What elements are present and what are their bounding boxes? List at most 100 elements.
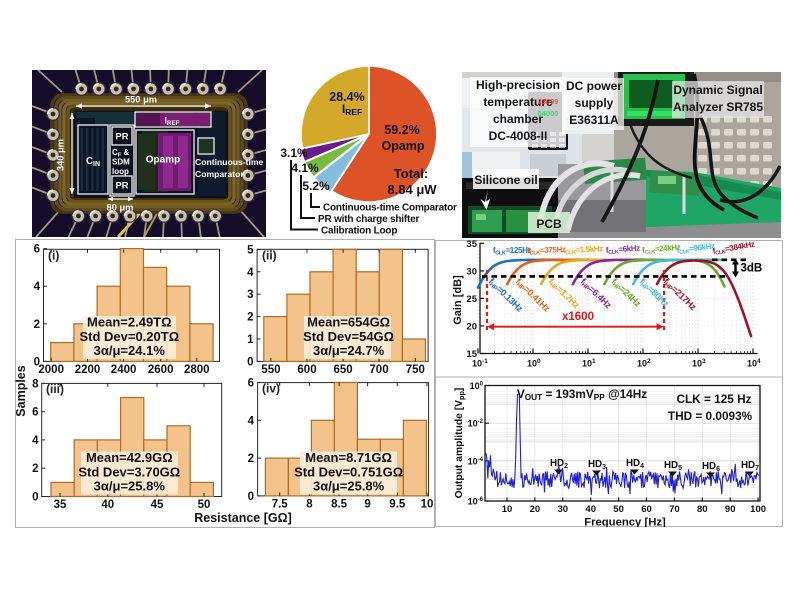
svg-text:3α/μ=25.8%: 3α/μ=25.8% [94, 479, 166, 494]
svg-text:Std Dev=54GΩ: Std Dev=54GΩ [303, 329, 394, 344]
svg-text:Output amplitude [Vpp]: Output amplitude [Vpp] [454, 388, 466, 499]
svg-text:DC power: DC power [566, 79, 622, 93]
svg-text:5.2%: 5.2% [302, 179, 330, 193]
svg-text:SDM: SDM [112, 158, 130, 167]
svg-text:E36311A: E36311A [569, 113, 619, 127]
svg-text:HD5: HD5 [664, 460, 682, 472]
svg-text:100: 100 [527, 358, 541, 369]
svg-text:3α/μ=25.8%: 3α/μ=25.8% [313, 479, 385, 494]
svg-text:35: 35 [466, 240, 477, 250]
svg-text:PR: PR [116, 181, 129, 191]
svg-text:100: 100 [750, 504, 766, 515]
svg-text:8: 8 [306, 498, 313, 510]
svg-text:Comparator: Comparator [195, 169, 244, 179]
svg-text:(i): (i) [48, 249, 59, 263]
svg-text:2800: 2800 [184, 364, 210, 376]
svg-text:7.5: 7.5 [272, 498, 289, 510]
svg-text:Gain [dB]: Gain [dB] [452, 275, 464, 325]
svg-text:PR with charge shifter: PR with charge shifter [318, 214, 419, 225]
svg-text:30: 30 [558, 504, 569, 515]
svg-text:Frequency [Hz]: Frequency [Hz] [584, 517, 666, 528]
svg-text:Continuous-time Comparator: Continuous-time Comparator [323, 203, 457, 214]
svg-text:Resistance [GΩ]: Resistance [GΩ] [194, 511, 292, 525]
svg-text:CIN: CIN [86, 156, 100, 168]
svg-text:80 μm: 80 μm [107, 203, 134, 213]
svg-text:Total:: Total: [394, 166, 428, 181]
svg-text:5: 5 [247, 244, 254, 256]
svg-text:6: 6 [248, 378, 254, 390]
svg-text:10-4: 10-4 [468, 456, 484, 466]
svg-text:Silicone oil: Silicone oil [474, 173, 537, 187]
svg-text:25: 25 [466, 294, 477, 305]
svg-text:10-1: 10-1 [472, 358, 488, 369]
svg-text:2: 2 [32, 463, 38, 475]
svg-text:Std Dev=3.70GΩ: Std Dev=3.70GΩ [78, 464, 180, 479]
svg-text:6: 6 [34, 244, 40, 256]
svg-text:Dynamic Signal: Dynamic Signal [673, 83, 762, 97]
svg-text:45: 45 [151, 499, 164, 511]
svg-text:0: 0 [247, 356, 253, 368]
svg-text:2000: 2000 [38, 364, 64, 376]
svg-text:20: 20 [466, 321, 477, 332]
svg-text:9.5: 9.5 [389, 498, 406, 510]
svg-text:PR: PR [116, 132, 129, 142]
svg-text:DC-4008-II: DC-4008-II [489, 129, 548, 143]
svg-text:PCB: PCB [536, 217, 562, 231]
svg-text:103: 103 [692, 358, 706, 369]
svg-text:10: 10 [502, 504, 513, 515]
svg-text:10-2: 10-2 [468, 419, 484, 429]
svg-text:650: 650 [334, 364, 353, 376]
svg-text:3: 3 [247, 289, 253, 301]
svg-text:Samples: Samples [15, 365, 28, 416]
svg-text:80: 80 [697, 504, 708, 515]
svg-text:(iii): (iii) [46, 382, 64, 396]
svg-text:2: 2 [34, 319, 40, 331]
svg-text:6: 6 [32, 407, 38, 419]
svg-text:2600: 2600 [148, 364, 174, 376]
svg-text:HD6: HD6 [702, 461, 720, 473]
svg-text:Mean=654GΩ: Mean=654GΩ [307, 315, 390, 330]
svg-text:x1600: x1600 [562, 311, 594, 323]
svg-text:8: 8 [32, 378, 39, 390]
svg-text:4: 4 [32, 435, 39, 447]
svg-text:HD2: HD2 [550, 458, 568, 470]
svg-text:04000: 04000 [538, 109, 559, 118]
svg-text:Mean=42.9GΩ: Mean=42.9GΩ [86, 450, 173, 465]
svg-text:340 μm: 340 μm [56, 139, 66, 171]
svg-text:Std Dev=0.751GΩ: Std Dev=0.751GΩ [294, 464, 403, 479]
svg-text:8.5: 8.5 [331, 498, 348, 510]
svg-text:50: 50 [198, 499, 211, 511]
svg-text:temperature: temperature [483, 95, 553, 109]
svg-text:3α/μ=24.1%: 3α/μ=24.1% [94, 343, 166, 358]
svg-text:THD = 0.0093%: THD = 0.0093% [668, 409, 753, 423]
svg-text:CF &: CF & [112, 148, 130, 158]
svg-text:59.2%: 59.2% [384, 123, 419, 137]
svg-text:Std Dev=0.20TΩ: Std Dev=0.20TΩ [79, 329, 179, 344]
svg-text:HD4: HD4 [626, 458, 644, 470]
svg-text:Continuous-time: Continuous-time [195, 157, 263, 167]
svg-text:23999: 23999 [538, 97, 559, 106]
svg-text:9: 9 [364, 498, 370, 510]
svg-text:28.4%: 28.4% [329, 90, 364, 104]
svg-text:101: 101 [582, 358, 596, 369]
svg-text:1: 1 [247, 334, 254, 346]
svg-text:4: 4 [248, 415, 255, 427]
svg-text:VOUT = 193mVPP @14Hz: VOUT = 193mVPP @14Hz [517, 387, 647, 402]
svg-text:3.1%: 3.1% [280, 146, 308, 160]
svg-text:fCLK=125Hz: fCLK=125Hz [493, 246, 532, 256]
svg-text:90: 90 [725, 504, 736, 515]
svg-text:40: 40 [585, 504, 596, 515]
svg-text:700: 700 [369, 364, 388, 376]
svg-text:High-precision: High-precision [476, 78, 560, 92]
svg-text:2: 2 [247, 312, 253, 324]
svg-text:30: 30 [466, 266, 477, 277]
svg-text:102: 102 [637, 358, 651, 369]
svg-text:2: 2 [248, 453, 254, 465]
svg-text:4: 4 [34, 281, 41, 293]
svg-text:750: 750 [406, 364, 425, 376]
svg-text:supply: supply [575, 96, 614, 110]
svg-text:Analyzer SR785: Analyzer SR785 [673, 100, 763, 114]
svg-text:chamber: chamber [493, 112, 543, 126]
svg-text:10: 10 [421, 498, 434, 510]
svg-text:0: 0 [248, 491, 254, 503]
